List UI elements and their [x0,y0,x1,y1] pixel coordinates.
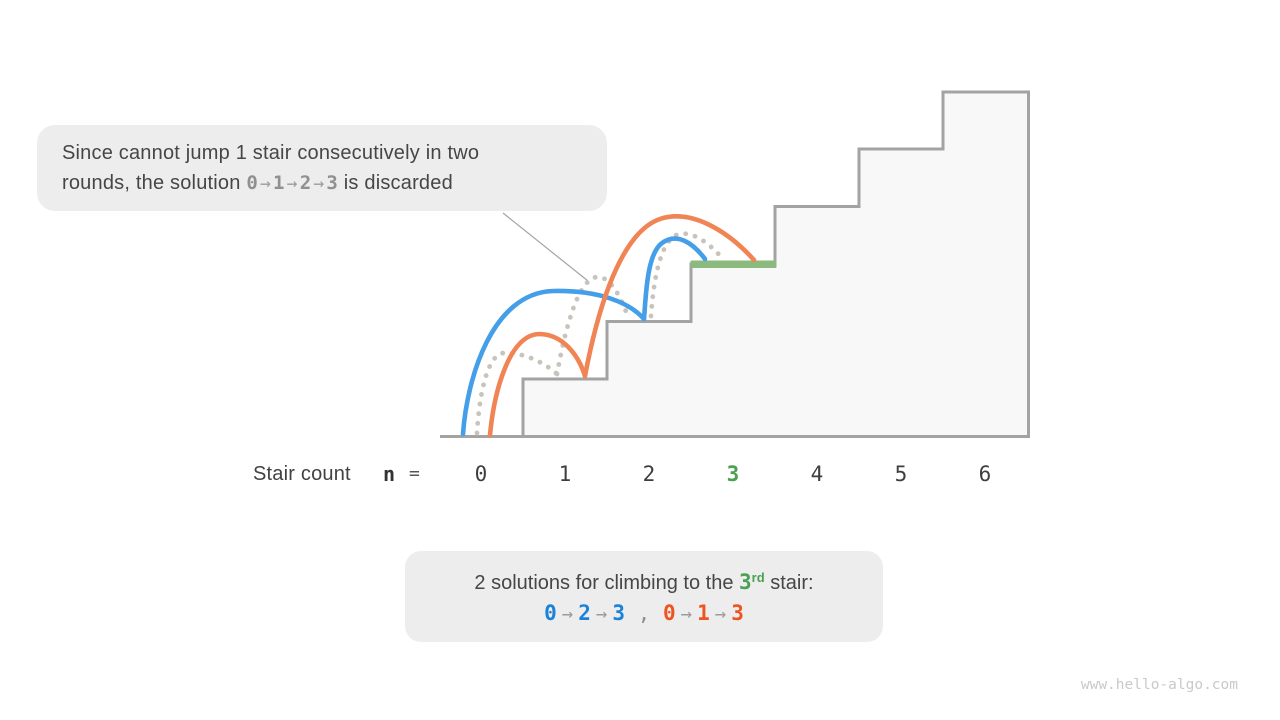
ordinal-digit: 3 [739,570,752,594]
solution2-step-1: 1 [697,601,710,625]
discarded-seq-2: 2 [299,171,312,194]
stair-number-6: 6 [978,462,992,486]
blue-solution-path [460,236,708,437]
solution1-step-2: 3 [612,601,625,625]
solutions-text-suffix: stair: [764,572,814,594]
arrow-icon: → [595,603,608,625]
stair-number-2: 2 [642,462,656,486]
stair-count-label: Stair count [253,463,351,485]
arrow-icon: → [561,603,574,625]
stair-number-0: 0 [474,462,488,486]
arrow-icon: → [680,603,693,625]
stair-count-row: Stair count n = 0 1 2 3 4 5 6 [0,459,1280,489]
stair-number-5: 5 [894,462,908,486]
solution2-step-2: 3 [731,601,744,625]
equals-sign: = [409,463,420,484]
orange-arc-1-3 [582,214,757,379]
bottom-callout: 2 solutions for climbing to the 3rd stai… [405,551,883,642]
bottom-callout-line2: 0 → 2 → 3, 0 → 1 → 3 [405,599,883,628]
arrow-icon: → [313,172,325,194]
discarded-seq-3: 3 [326,171,339,194]
callout-pointer-line [502,212,589,282]
arrow-icon: → [286,172,298,194]
arrow-icon: → [259,172,272,194]
arrow-icon: → [714,603,727,625]
stair-number-4: 4 [810,462,824,486]
blue-arc-2-3 [641,236,708,322]
dotted-arc-2-3 [648,231,726,319]
orange-solution-path [487,214,757,438]
solutions-separator: , [637,601,651,625]
stair-count-variable: n [383,462,396,486]
solution1-step-1: 2 [578,601,591,625]
bottom-callout-line1: 2 solutions for climbing to the 3rd stai… [405,568,883,599]
solution1-step-0: 0 [544,601,557,625]
watermark-url: www.hello-algo.com [1080,677,1238,693]
solution2-step-0: 0 [663,601,676,625]
stair-3-highlight-bar [690,260,777,268]
top-callout-line2: rounds, the solution 0 → 1 → 2 → 3 is discarde… [62,169,607,199]
top-callout: Since cannot jump 1 stair consecutively … [37,125,607,211]
discarded-seq-1: 1 [273,171,285,194]
blue-arc-0-2 [460,288,647,437]
stair-number-1: 1 [558,462,572,486]
orange-arc-0-1 [487,331,588,438]
ordinal-suffix: rd [751,570,765,585]
top-callout-line1: Since cannot jump 1 stair consecutively … [62,142,480,164]
solutions-text-prefix: 2 solutions for climbing to the [474,572,740,594]
dotted-arc-0-1 [474,350,560,436]
top-callout-line2-prefix: rounds, the solution [62,171,247,194]
discarded-seq-0: 0 [246,171,258,194]
stair-number-3-highlighted: 3 [726,462,740,486]
top-callout-line2-suffix: is discarded [338,171,453,194]
